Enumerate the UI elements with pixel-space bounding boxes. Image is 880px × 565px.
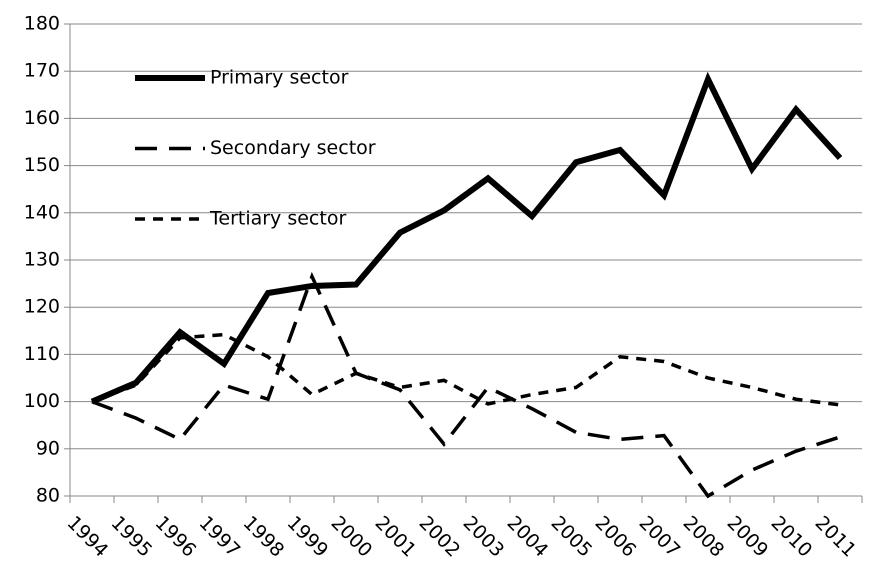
x-tick-label: 2005	[547, 512, 597, 562]
y-tick-label: 110	[24, 343, 60, 365]
y-tick-label: 140	[24, 201, 60, 223]
series-line	[91, 271, 841, 499]
series-line	[90, 71, 843, 405]
x-tick-label: 2003	[459, 512, 509, 562]
x-tick-label: 2002	[415, 512, 465, 562]
x-tick-label: 1999	[283, 512, 333, 562]
x-tick-label: 2006	[591, 512, 641, 562]
y-tick-label: 130	[24, 249, 60, 271]
legend-label: Tertiary sector	[209, 208, 346, 230]
x-tick-label: 2004	[503, 512, 553, 562]
x-tick-label: 1996	[151, 512, 201, 562]
y-tick-label: 180	[24, 13, 60, 35]
x-tick-label: 1998	[239, 512, 289, 562]
x-tick-label: 1995	[107, 512, 157, 562]
x-tick-label: 2000	[327, 512, 377, 562]
x-tick-label: 1994	[63, 512, 113, 562]
y-tick-label: 120	[24, 296, 60, 318]
x-tick-label: 2007	[635, 512, 685, 562]
y-tick-label: 80	[36, 485, 60, 507]
y-tick-label: 160	[24, 107, 60, 129]
x-tick-label: 2001	[371, 512, 421, 562]
y-tick-label: 90	[36, 437, 60, 459]
x-tick-label: 1997	[195, 512, 245, 562]
y-tick-label: 100	[24, 390, 60, 412]
x-tick-label: 2008	[679, 512, 729, 562]
legend-label: Primary sector	[210, 67, 349, 89]
x-tick-label: 2011	[811, 512, 861, 562]
y-tick-label: 170	[24, 60, 60, 82]
series-line	[91, 332, 841, 407]
x-tick-label: 2009	[723, 512, 773, 562]
x-tick-label: 2010	[767, 512, 817, 562]
legend-label: Secondary sector	[210, 137, 376, 159]
y-tick-label: 150	[24, 154, 60, 176]
